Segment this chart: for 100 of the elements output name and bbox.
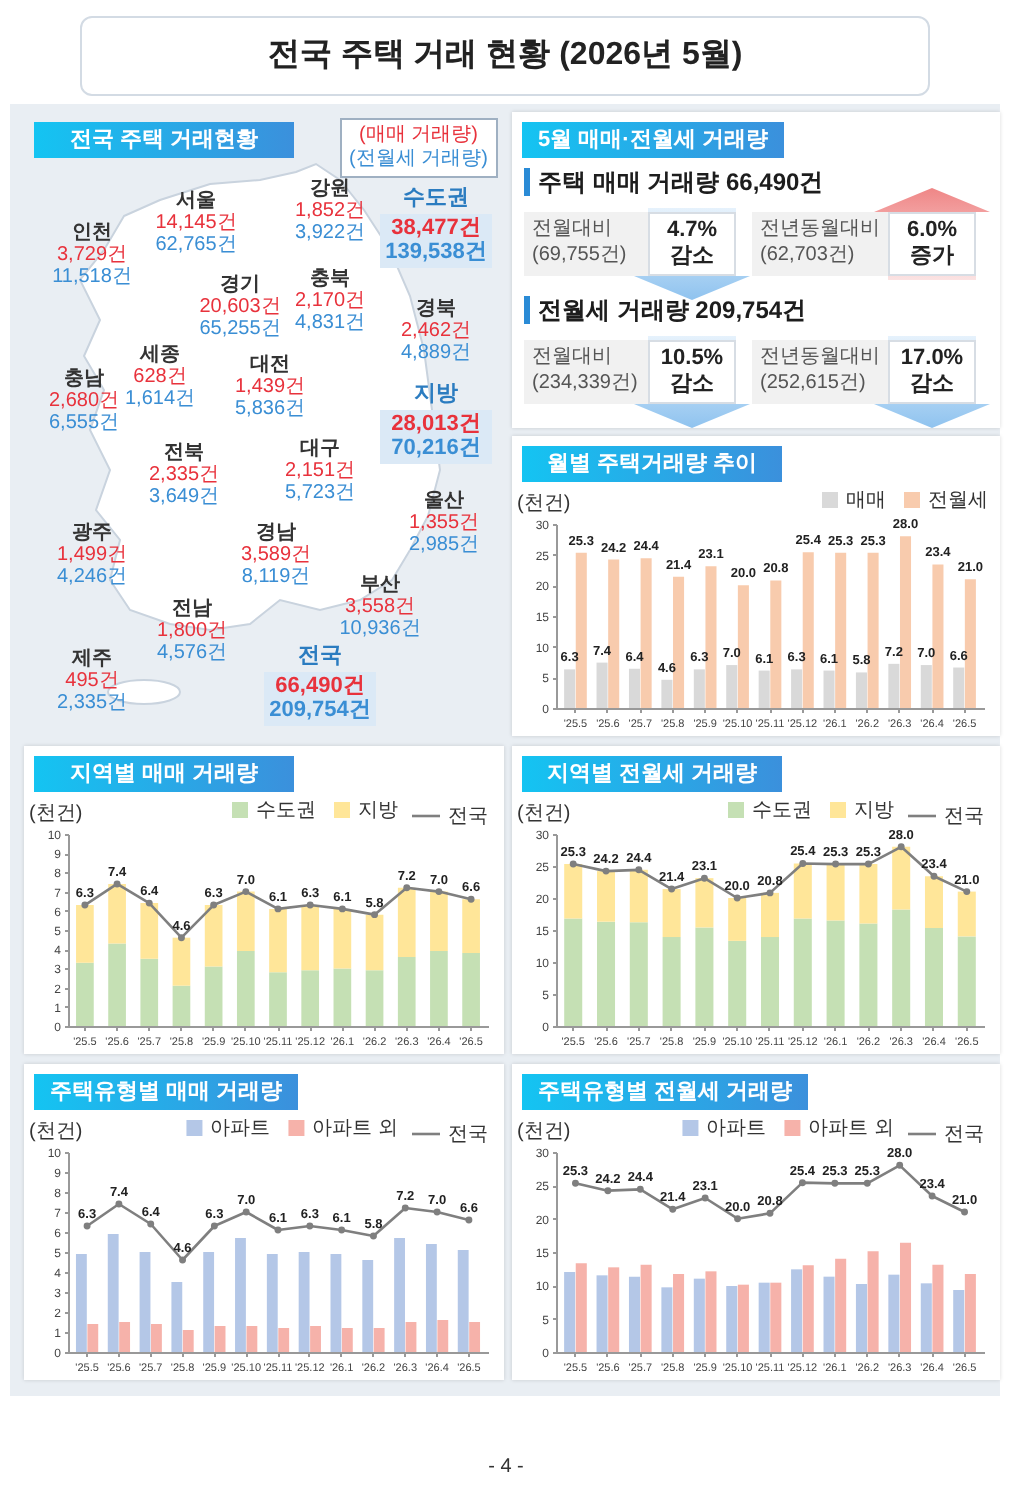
- text: 강원: [310, 178, 350, 200]
- bar: [932, 1264, 944, 1352]
- bar: [770, 1282, 782, 1352]
- bar: [140, 903, 159, 959]
- text: (69,755건): [532, 244, 627, 266]
- bar: [301, 905, 320, 971]
- text: 11,518건: [52, 266, 132, 288]
- chart-title: 월별 주택거래량 추이: [546, 451, 758, 475]
- text: 감소: [910, 372, 954, 396]
- point: [766, 889, 774, 897]
- bar: [394, 1238, 405, 1352]
- point: [177, 934, 185, 942]
- text: 증가: [910, 244, 954, 268]
- point: [864, 860, 872, 868]
- text: - 4 -: [488, 1456, 524, 1478]
- text: 울산: [424, 490, 464, 512]
- point: [669, 1205, 677, 1213]
- bar: [835, 552, 847, 708]
- bar: [629, 869, 648, 923]
- chart-title: 지역별 매매 거래량: [69, 761, 259, 785]
- text: 충북: [310, 268, 350, 290]
- point: [403, 884, 411, 892]
- text: 3,649건: [148, 486, 220, 508]
- text: 65,255건: [199, 318, 281, 340]
- bar: [823, 670, 835, 708]
- bar: [462, 953, 480, 1026]
- y-axis-title: (천건): [29, 1121, 83, 1143]
- bar: [462, 899, 480, 954]
- point: [81, 901, 89, 909]
- text: 6.0%: [906, 218, 958, 242]
- point: [433, 1208, 441, 1216]
- text: (62,703건): [760, 244, 855, 266]
- legend-label: 아파트 외: [808, 1118, 895, 1140]
- bar: [705, 1271, 717, 1352]
- text: 경남: [256, 522, 296, 544]
- bar: [75, 1254, 87, 1352]
- bar: [793, 863, 812, 919]
- text: 1,499건: [56, 544, 128, 566]
- bar: [597, 871, 616, 922]
- bar: [673, 576, 685, 708]
- text: 부산: [360, 574, 400, 596]
- bar: [430, 951, 448, 1026]
- text: 10.5%: [660, 346, 724, 370]
- text: 1,852건: [294, 200, 366, 222]
- bar: [855, 1284, 867, 1352]
- bar: [596, 662, 608, 708]
- point: [604, 1187, 612, 1195]
- bar: [564, 669, 576, 708]
- point: [571, 1179, 579, 1187]
- bar: [608, 1267, 620, 1352]
- point: [83, 1222, 91, 1230]
- bar: [640, 558, 652, 708]
- bar: [693, 1278, 705, 1352]
- point: [798, 1179, 806, 1187]
- bar: [770, 580, 782, 708]
- point: [242, 1208, 250, 1216]
- bar: [87, 1324, 99, 1352]
- point: [306, 901, 314, 909]
- bar: [597, 921, 616, 1026]
- text: 지방: [414, 382, 458, 406]
- legend-label: 전국: [944, 1124, 984, 1146]
- text: 3,922건: [294, 222, 366, 244]
- bar: [758, 670, 770, 708]
- bar: [182, 1330, 194, 1352]
- point: [928, 1192, 936, 1200]
- point: [602, 867, 610, 875]
- text: 2,170건: [294, 290, 366, 312]
- point: [963, 888, 971, 896]
- legend-label: 전국: [448, 1124, 488, 1146]
- bar: [608, 559, 620, 708]
- bar: [629, 922, 648, 1026]
- bar: [953, 1290, 965, 1352]
- bar: [888, 663, 900, 708]
- legend-label: 지방: [854, 800, 894, 822]
- bar: [892, 909, 911, 1026]
- bar: [139, 1252, 151, 1352]
- point: [961, 1208, 969, 1216]
- bar: [236, 891, 255, 952]
- point: [242, 888, 250, 896]
- bar: [172, 985, 191, 1026]
- bar: [661, 679, 673, 708]
- bar: [301, 970, 320, 1026]
- bar: [76, 962, 94, 1026]
- chart-title: 지역별 전월세 거래량: [546, 761, 758, 785]
- point: [465, 1216, 473, 1224]
- bar: [826, 864, 845, 921]
- legend-label: (매매 거래량): [359, 124, 478, 148]
- point: [401, 1204, 409, 1212]
- bar: [661, 1287, 673, 1352]
- bar: [564, 1272, 576, 1352]
- bar: [430, 891, 448, 952]
- bar: [362, 1260, 374, 1352]
- point: [371, 911, 379, 919]
- bar: [640, 1264, 652, 1352]
- bar: [107, 1234, 119, 1352]
- text: 전북: [164, 442, 204, 464]
- text: 전월세 거래량 209,754건: [538, 296, 807, 324]
- point: [147, 1220, 155, 1228]
- bar: [964, 579, 976, 708]
- point: [799, 859, 807, 867]
